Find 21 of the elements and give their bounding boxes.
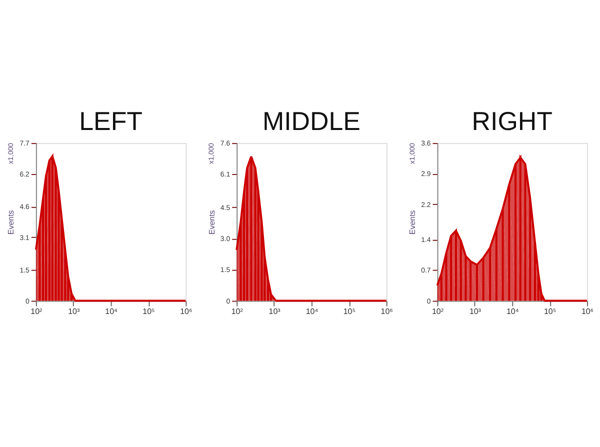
x-tick-label: 10⁴: [506, 307, 520, 316]
y-axis-title: Events: [207, 210, 216, 235]
y-axis-title: Events: [6, 210, 16, 235]
x-tick-label: 10⁶: [180, 307, 192, 316]
chart-title: MIDDLE: [262, 108, 360, 136]
x-tick-label: 10⁵: [544, 307, 556, 316]
x-tick-label: 10⁶: [380, 307, 393, 316]
x-tick-label: 10⁵: [142, 307, 155, 316]
x-tick-label: 10²: [432, 307, 444, 316]
x-tick-label: 10³: [68, 307, 80, 316]
x-tick-label: 10³: [268, 307, 281, 316]
x-tick-label: 10⁴: [105, 307, 118, 316]
x-tick-label: 10³: [469, 307, 482, 316]
x-tick-label: 10²: [231, 307, 244, 316]
chart-title: RIGHT: [472, 108, 553, 136]
x-tick-label: 10²: [30, 307, 43, 316]
x-tick-label: 10⁵: [343, 307, 356, 316]
x-tick-label: 10⁶: [581, 307, 594, 316]
x-tick-label: 10⁴: [306, 307, 319, 316]
chart-title: LEFT: [79, 108, 143, 136]
y-axis-title: Events: [408, 210, 418, 235]
